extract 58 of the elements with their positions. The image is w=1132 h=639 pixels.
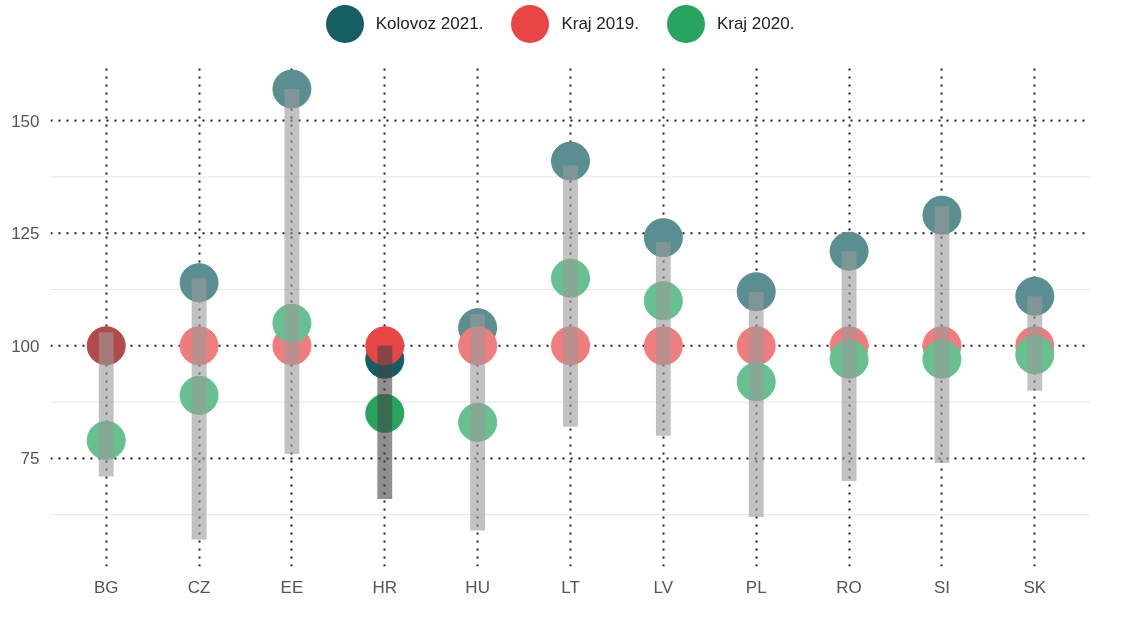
legend-label: Kraj 2020. — [716, 12, 795, 35]
point — [272, 69, 312, 109]
point — [458, 402, 498, 442]
bar — [377, 345, 393, 499]
legend-item: Kraj 2020. — [666, 5, 795, 43]
bar — [284, 89, 300, 454]
point — [736, 362, 776, 402]
point — [551, 141, 590, 181]
point — [736, 326, 776, 366]
y-tick-label: 75 — [20, 449, 40, 469]
x-tick-label: RO — [836, 577, 862, 597]
point — [86, 420, 126, 460]
legend-item: Kolovoz 2021. — [325, 5, 484, 43]
x-tick-label: EE — [280, 577, 304, 597]
point — [829, 231, 869, 271]
y-tick-label: 125 — [11, 224, 40, 244]
point — [829, 339, 869, 379]
bar — [1027, 296, 1043, 391]
point — [643, 281, 683, 321]
x-tick-label: HU — [465, 577, 490, 597]
point — [551, 258, 590, 298]
x-tick-label: HR — [372, 577, 398, 597]
point — [643, 218, 683, 258]
bar — [191, 278, 207, 540]
point — [179, 263, 219, 303]
point — [922, 195, 962, 235]
x-tick-label: SI — [933, 577, 950, 597]
x-tick-label: BG — [93, 577, 119, 597]
point — [365, 393, 405, 433]
point — [643, 326, 683, 366]
x-tick-label: LT — [561, 577, 580, 597]
bar — [841, 251, 857, 481]
x-tick-label: LV — [653, 577, 674, 597]
point — [551, 326, 590, 366]
legend-item: Kraj 2019. — [511, 5, 639, 43]
legend-label: Kraj 2019. — [561, 12, 639, 35]
bar — [563, 165, 578, 427]
bar — [748, 291, 764, 517]
bar — [655, 242, 671, 436]
x-tick-label: SK — [1023, 577, 1047, 597]
bar — [470, 314, 486, 531]
point — [179, 375, 219, 415]
bar — [98, 332, 114, 477]
point — [1015, 276, 1055, 316]
point — [365, 326, 405, 366]
point — [86, 326, 126, 366]
bar — [934, 206, 950, 463]
point — [458, 326, 498, 366]
y-tick-label: 150 — [11, 111, 40, 131]
point — [736, 272, 776, 312]
x-tick-label: PL — [745, 577, 767, 597]
x-tick-label: CZ — [187, 577, 211, 597]
y-tick-label: 100 — [11, 336, 40, 356]
point — [179, 326, 219, 366]
point — [922, 339, 962, 379]
point — [1015, 335, 1055, 375]
legend-label: Kolovoz 2021. — [375, 12, 484, 35]
point — [272, 303, 312, 343]
